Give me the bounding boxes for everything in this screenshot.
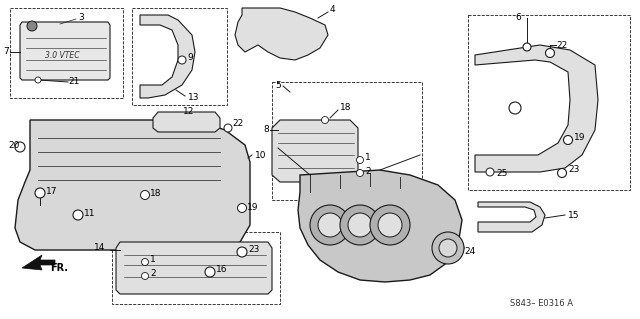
Polygon shape (475, 45, 598, 172)
Circle shape (563, 136, 573, 145)
Text: 20: 20 (8, 140, 19, 150)
Bar (132, 8, 227, 105)
Polygon shape (20, 22, 110, 80)
Text: 25: 25 (496, 169, 508, 179)
Circle shape (321, 116, 328, 123)
Text: 21: 21 (68, 78, 79, 86)
Text: 19: 19 (574, 132, 586, 142)
Circle shape (557, 168, 566, 177)
Circle shape (356, 157, 364, 164)
Polygon shape (478, 202, 545, 232)
Circle shape (237, 247, 247, 257)
Text: 1: 1 (365, 153, 371, 162)
Text: 17: 17 (46, 188, 58, 197)
Circle shape (523, 43, 531, 51)
Polygon shape (235, 8, 328, 60)
Polygon shape (116, 242, 272, 294)
Circle shape (27, 21, 37, 31)
Polygon shape (140, 15, 195, 98)
Text: 22: 22 (232, 118, 243, 128)
Polygon shape (15, 120, 250, 250)
Text: 16: 16 (216, 265, 227, 275)
Text: 22: 22 (556, 41, 567, 50)
Text: 10: 10 (255, 151, 266, 160)
Text: 23: 23 (248, 246, 259, 255)
Polygon shape (153, 112, 220, 132)
Text: 5: 5 (275, 80, 281, 90)
Text: 15: 15 (568, 211, 579, 219)
Circle shape (141, 272, 148, 279)
Polygon shape (298, 170, 462, 282)
Text: 6: 6 (515, 12, 521, 21)
Polygon shape (272, 120, 358, 182)
Circle shape (378, 213, 402, 237)
Text: 2: 2 (150, 270, 156, 278)
Text: 19: 19 (247, 203, 259, 211)
Circle shape (35, 77, 41, 83)
Circle shape (73, 210, 83, 220)
Circle shape (432, 232, 464, 264)
Circle shape (486, 168, 494, 176)
Circle shape (439, 239, 457, 257)
Circle shape (348, 213, 372, 237)
Circle shape (356, 169, 364, 176)
Circle shape (141, 190, 150, 199)
Circle shape (237, 204, 246, 212)
Polygon shape (22, 255, 55, 270)
Text: 18: 18 (340, 103, 351, 113)
Circle shape (224, 124, 232, 132)
Circle shape (456, 244, 464, 252)
Text: 14: 14 (94, 243, 106, 253)
Text: 11: 11 (84, 210, 95, 219)
Text: FR.: FR. (50, 263, 68, 273)
Text: 24: 24 (464, 248, 476, 256)
Text: 7: 7 (3, 48, 9, 56)
Circle shape (15, 142, 25, 152)
Bar (10, 8, 123, 98)
Text: 2: 2 (365, 167, 371, 175)
Circle shape (318, 213, 342, 237)
Circle shape (35, 188, 45, 198)
Circle shape (340, 205, 380, 245)
Text: 12: 12 (183, 108, 195, 116)
Circle shape (509, 102, 521, 114)
Circle shape (545, 48, 554, 57)
Text: 23: 23 (568, 166, 579, 174)
Text: 3: 3 (78, 13, 84, 23)
Circle shape (310, 205, 350, 245)
Text: S843– E0316 A: S843– E0316 A (510, 299, 573, 308)
Circle shape (370, 205, 410, 245)
Text: 1: 1 (150, 256, 156, 264)
Circle shape (205, 267, 215, 277)
Bar (272, 82, 422, 200)
Text: 18: 18 (150, 189, 161, 198)
Text: 3.0 VTEC: 3.0 VTEC (45, 50, 79, 60)
Text: 4: 4 (330, 5, 335, 14)
Bar (468, 15, 630, 190)
Bar (112, 232, 280, 304)
Text: 8: 8 (263, 125, 269, 135)
Circle shape (178, 56, 186, 64)
Text: 9: 9 (187, 53, 193, 62)
Circle shape (141, 258, 148, 265)
Text: 13: 13 (188, 93, 200, 101)
